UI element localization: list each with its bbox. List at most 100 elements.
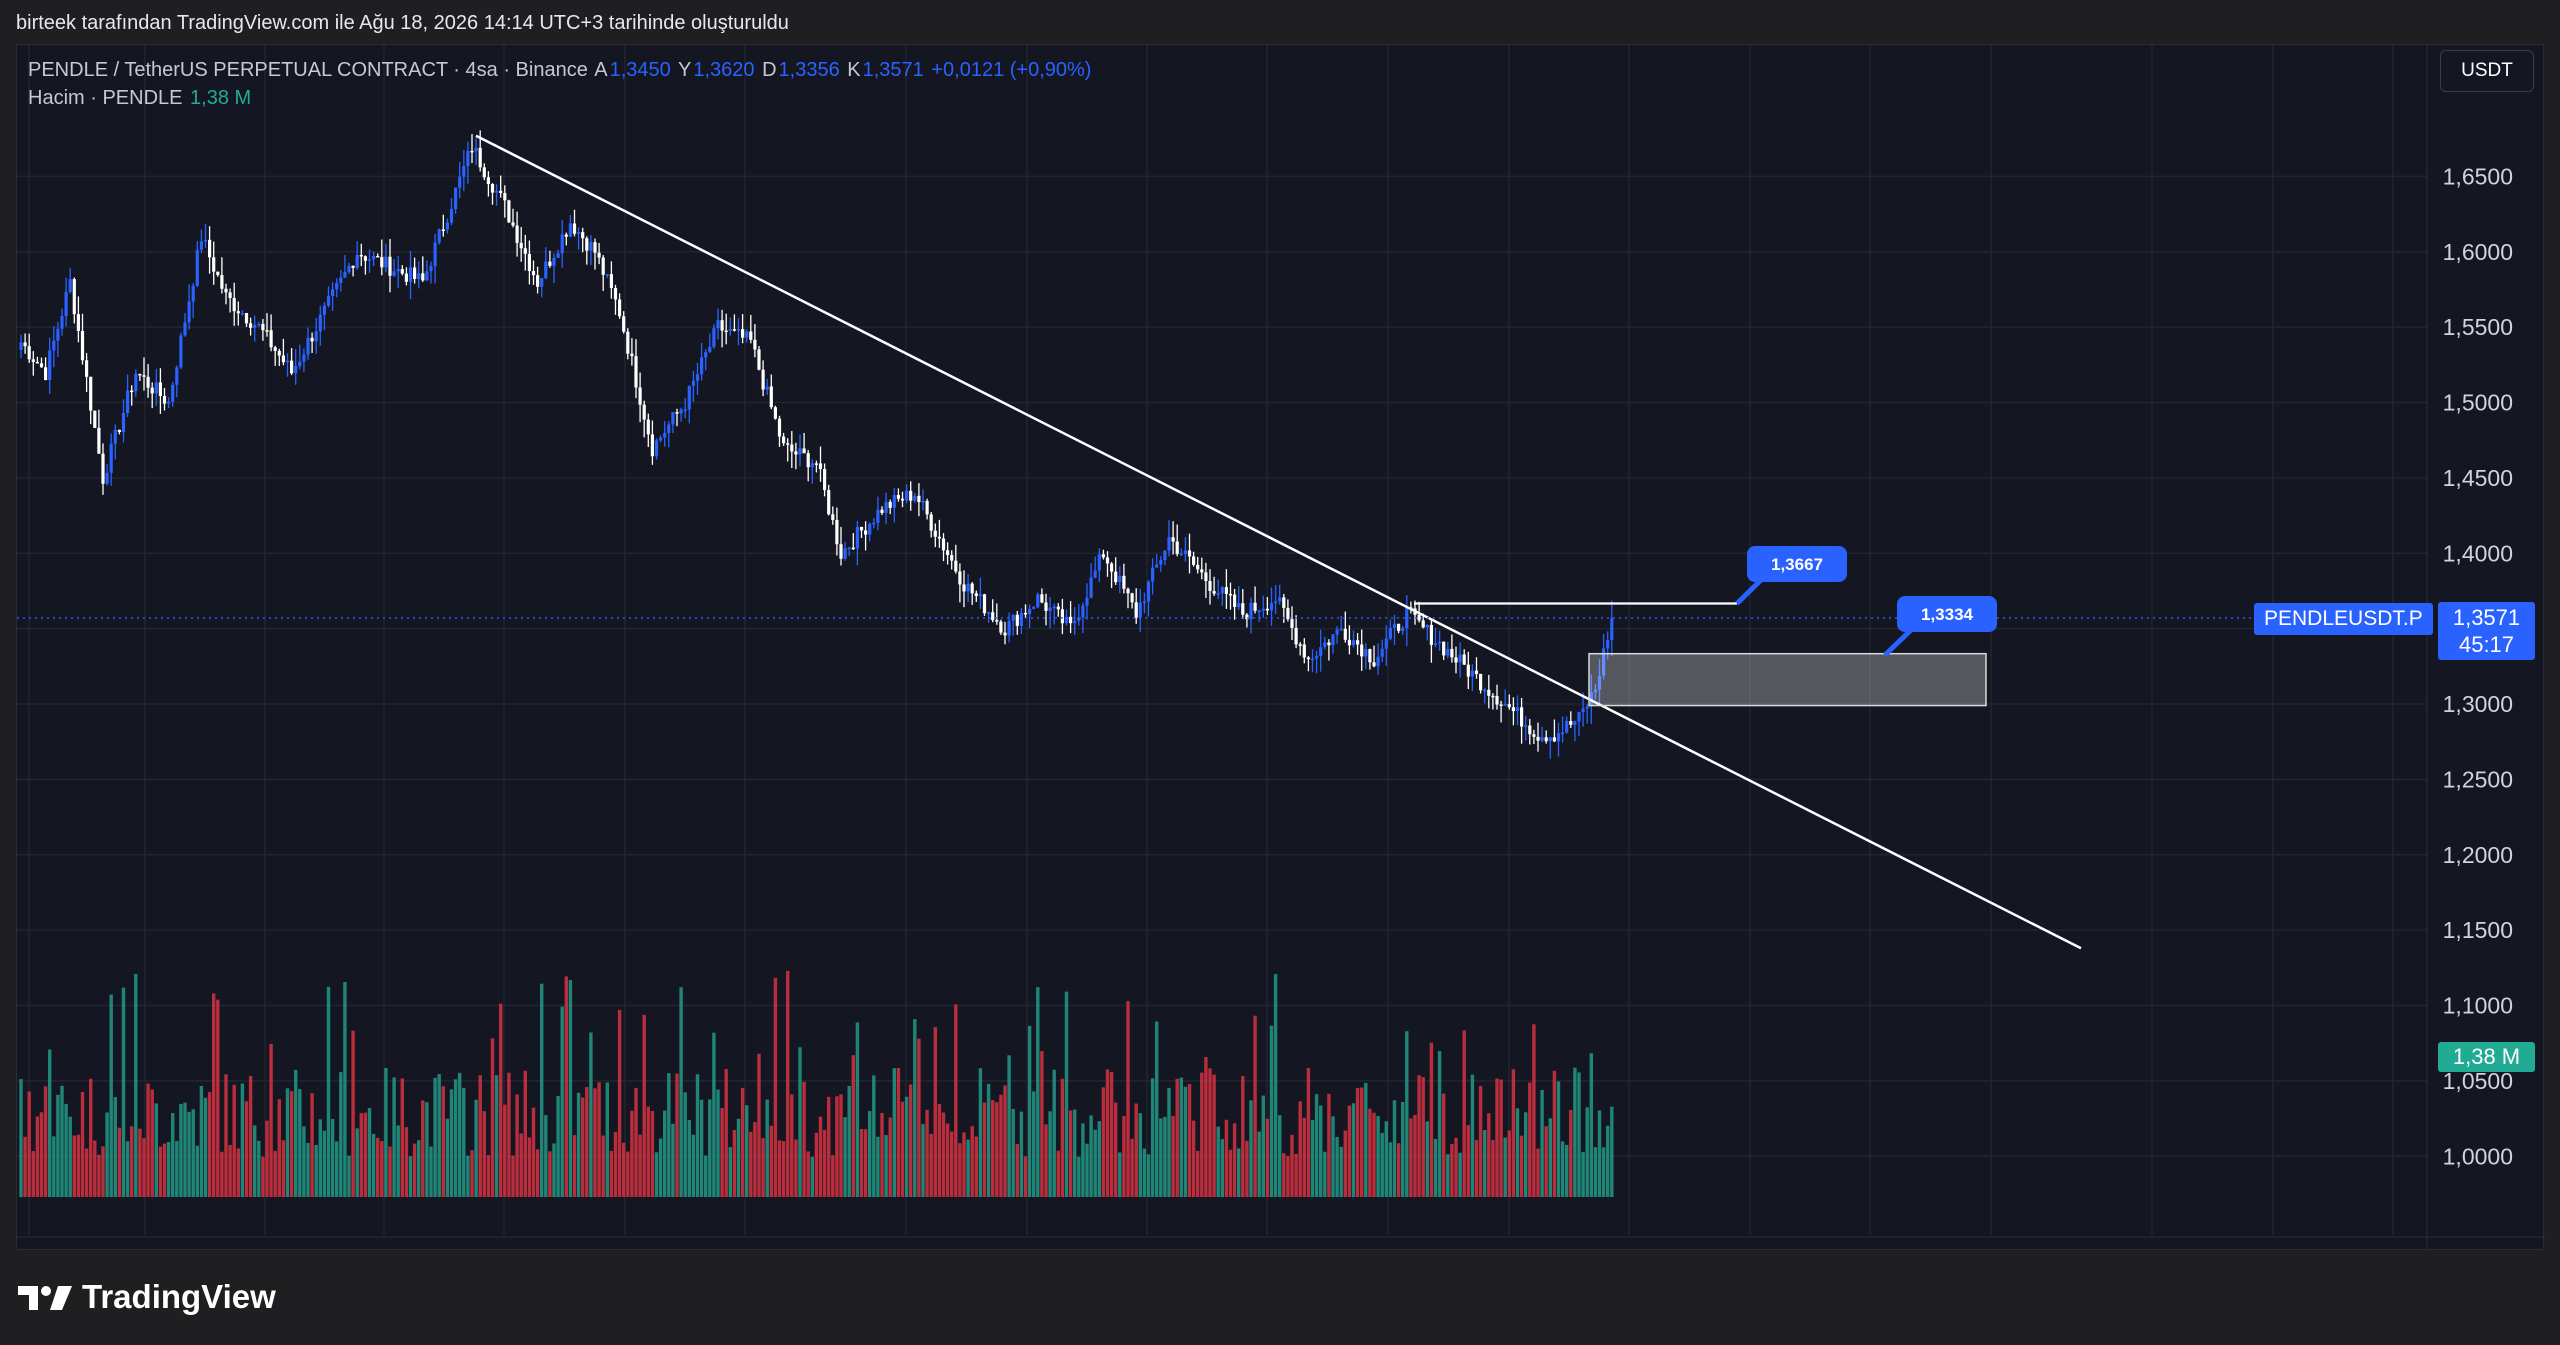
volume-bar — [527, 1137, 532, 1197]
candle-body — [958, 571, 962, 585]
candle-body — [171, 384, 175, 402]
candle-body — [540, 278, 544, 287]
volume-bar — [466, 1155, 470, 1197]
legend-symbol[interactable]: PENDLE / TetherUS PERPETUAL CONTRACT · 4… — [28, 59, 588, 81]
candle-body — [1278, 597, 1282, 602]
candle-body — [937, 536, 941, 539]
volume-bar — [1536, 1148, 1540, 1197]
candle-body — [318, 314, 322, 332]
candle-body — [1483, 689, 1487, 692]
tradingview-logo[interactable]: TradingView — [16, 1278, 276, 1316]
volume-bar — [958, 1143, 962, 1197]
volume-bar — [294, 1069, 298, 1197]
volume-bar — [773, 977, 778, 1197]
candle-body — [851, 547, 855, 550]
candle-body — [1159, 560, 1163, 565]
candle-body — [195, 249, 199, 286]
candle-body — [814, 463, 818, 465]
candle-body — [991, 612, 995, 621]
volume-bar — [1048, 1111, 1052, 1197]
candle-body — [765, 386, 769, 390]
legend-volume-label[interactable]: Hacim · PENDLE — [28, 87, 183, 109]
candle-body — [876, 509, 880, 523]
candle-body — [1610, 617, 1614, 641]
y-axis-label: 1,5500 — [2443, 314, 2513, 340]
volume-bar — [490, 1038, 495, 1197]
candle-body — [909, 490, 913, 501]
candle-body — [511, 222, 515, 226]
candle-body — [839, 544, 843, 559]
price-chart[interactable]: 1,6500 1,6000 1,5500 1,5000 1,4500 1,4000 1,35… — [17, 45, 2545, 1251]
candle-body — [700, 357, 704, 375]
candle-body — [613, 288, 618, 300]
candle-body — [249, 323, 253, 328]
candle-body — [1470, 670, 1474, 677]
candle-body — [265, 330, 269, 332]
volume-bar — [929, 1133, 933, 1197]
volume-bar — [1483, 1129, 1487, 1197]
candle-body — [97, 427, 101, 454]
volume-bar — [720, 1108, 724, 1197]
volume-bar — [1027, 1025, 1032, 1197]
volume-bar — [1249, 1100, 1253, 1197]
volume-bar — [1077, 1156, 1081, 1197]
legend-change: +0,0121 (+0,90%) — [931, 59, 1092, 81]
volume-bar — [749, 1131, 753, 1197]
volume-bar — [654, 1152, 659, 1197]
volume-bar — [765, 1099, 769, 1197]
legend-close-label: K — [847, 59, 861, 81]
candle-body — [515, 225, 519, 243]
volume-bar — [1425, 1121, 1429, 1197]
volume-bar — [470, 1150, 474, 1197]
volume-bar — [179, 1103, 183, 1197]
volume-bar — [1454, 1137, 1458, 1197]
candle-body — [1179, 553, 1183, 556]
volume-bar — [589, 1032, 593, 1197]
volume-bar — [363, 1112, 368, 1197]
candle-body — [601, 257, 605, 275]
chart-area[interactable]: 1,6500 1,6000 1,5500 1,5000 1,4500 1,4000 1,35… — [16, 44, 2545, 1251]
callout-high-pointer — [1735, 578, 1763, 606]
candle-body — [728, 329, 732, 331]
volume-bar — [1040, 1051, 1044, 1197]
candle-body — [507, 200, 511, 223]
candle-body — [782, 436, 786, 444]
currency-button[interactable]: USDT — [2440, 50, 2534, 92]
volume-bar — [544, 1115, 548, 1197]
candle-body — [1356, 640, 1360, 645]
candle-body — [560, 234, 564, 254]
volume-bar — [1495, 1078, 1499, 1197]
legend-open-label: A — [594, 59, 608, 81]
volume-bar — [1511, 1069, 1516, 1197]
legend-high-label: Y — [678, 59, 692, 81]
candle-body — [605, 274, 609, 276]
volume-bar — [1212, 1074, 1216, 1197]
callout-low-bubble — [1897, 596, 1997, 632]
candle-body — [445, 222, 449, 230]
candle-body — [1380, 648, 1384, 657]
volume-bar — [708, 1099, 712, 1197]
volume-bar — [441, 1086, 445, 1197]
candle-body — [425, 271, 429, 281]
candle-body — [1200, 569, 1204, 573]
volume-bar — [64, 1103, 68, 1197]
candle-body — [437, 229, 441, 243]
volume-bar — [724, 1069, 728, 1197]
candle-body — [109, 443, 113, 473]
volume-bar — [572, 1135, 577, 1197]
candle-body — [257, 323, 261, 326]
volume-bar — [667, 1073, 671, 1197]
volume-bar — [1569, 1110, 1573, 1197]
candle-body — [1023, 612, 1028, 615]
volume-bar — [1458, 1152, 1462, 1197]
volume-bar — [1097, 1121, 1101, 1197]
candle-body — [905, 490, 909, 501]
candle-body — [441, 229, 445, 232]
volume-bar — [306, 1142, 310, 1197]
candle-body — [769, 386, 773, 408]
candle-body — [1479, 673, 1483, 691]
volume-bar — [1610, 1106, 1614, 1197]
volume-bar — [831, 1155, 835, 1197]
candle-body — [1339, 628, 1343, 631]
candle-body — [609, 274, 613, 289]
